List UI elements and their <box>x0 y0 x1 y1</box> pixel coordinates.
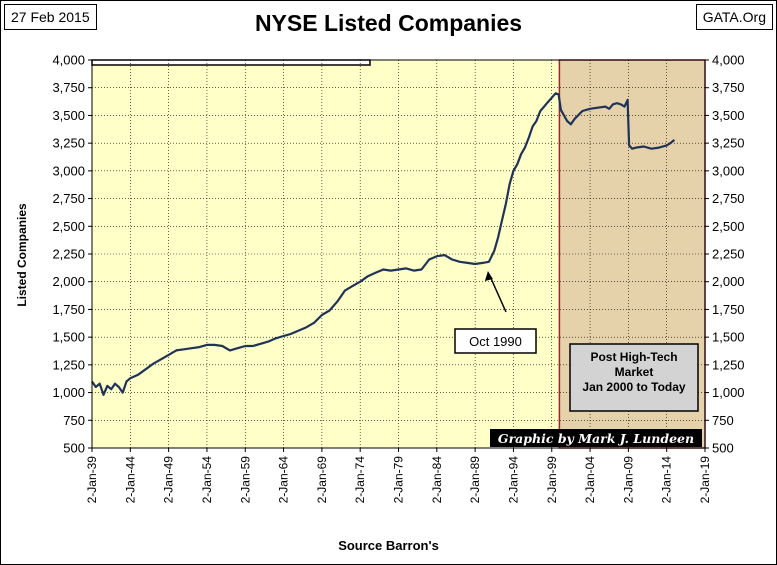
y-tick-label-left: 3,750 <box>52 80 85 95</box>
x-tick-label: 2-Jan-89 <box>468 456 482 504</box>
y-axis-label: Listed Companies <box>15 203 29 307</box>
annotation-arrow <box>484 271 507 313</box>
y-tick-label-right: 3,250 <box>712 136 745 151</box>
x-tick-label: 2-Jan-69 <box>315 456 329 504</box>
y-tick-label-right: 1,750 <box>712 302 745 317</box>
y-tick-label-left: 3,000 <box>52 163 85 178</box>
y-tick-label-left: 1,000 <box>52 385 85 400</box>
credit-bg <box>490 429 702 447</box>
y-tick-labels-right: 4,000 3,750 3,500 3,250 3,000 2,750 2,500 2,250… <box>705 53 745 456</box>
x-axis-label: Source Barron's <box>338 538 439 553</box>
chart-title: NYSE Listed Companies <box>254 10 523 36</box>
post-high-tech-box <box>569 343 699 412</box>
y-tick-label-left: 2,250 <box>52 247 85 262</box>
y-tick-label-right: 1,250 <box>712 357 745 372</box>
y-tick-label-left: 750 <box>63 413 85 428</box>
credit-text: Graphic by Mark J. Lundeen <box>498 431 694 446</box>
x-tick-label: 2-Jan-19 <box>698 456 712 504</box>
y-tick-label-right: 3,000 <box>712 163 745 178</box>
credit-banner: Graphic by Mark J. Lundeen <box>490 429 702 447</box>
y-tick-label-right: 2,750 <box>712 191 745 206</box>
y-tick-label-left: 3,500 <box>52 108 85 123</box>
x-tick-label: 2-Jan-94 <box>506 456 520 504</box>
post-high-tech-line-1: Market <box>615 365 654 379</box>
y-tick-label-left: 2,000 <box>52 274 85 289</box>
y-tick-label-right: 2,500 <box>712 219 745 234</box>
y-tick-label-left: 1,250 <box>52 357 85 372</box>
y-tick-label-left: 500 <box>63 441 85 456</box>
oct-1990-label: Oct 1990 <box>469 334 522 349</box>
arrow-shaft <box>489 275 507 313</box>
source-label: GATA.Org <box>695 4 773 30</box>
x-tick-label: 2-Jan-39 <box>85 456 99 504</box>
y-tick-label-right: 3,750 <box>712 80 745 95</box>
arrow-head <box>484 271 493 281</box>
post-high-tech-line-0: Post High-Tech <box>590 350 677 364</box>
y-tick-label-right: 750 <box>712 413 734 428</box>
x-tick-label: 2-Jan-04 <box>583 456 597 504</box>
top-bar-marker <box>91 59 371 66</box>
x-tick-label: 2-Jan-99 <box>545 456 559 504</box>
y-tick-label-right: 4,000 <box>712 53 745 68</box>
x-tick-label: 2-Jan-74 <box>353 456 367 504</box>
y-tick-label-right: 3,500 <box>712 108 745 123</box>
x-tick-label: 2-Jan-79 <box>392 456 406 504</box>
oct-1990-box <box>454 328 537 354</box>
x-tick-label: 2-Jan-84 <box>430 456 444 504</box>
y-tick-label-left: 3,250 <box>52 136 85 151</box>
y-tick-labels-left: 4,000 3,750 3,500 3,250 3,000 2,750 2,500 2,250… <box>52 53 92 456</box>
y-tick-label-left: 1,750 <box>52 302 85 317</box>
series-line-listed-companies <box>91 92 676 396</box>
x-tick-label: 2-Jan-54 <box>200 456 214 504</box>
y-tick-label-left: 4,000 <box>52 53 85 68</box>
y-tick-label-left: 2,500 <box>52 219 85 234</box>
x-tick-label: 2-Jan-49 <box>162 456 176 504</box>
y-tick-label-right: 500 <box>712 441 734 456</box>
y-tick-label-right: 2,000 <box>712 274 745 289</box>
x-tick-label: 2-Jan-09 <box>621 456 635 504</box>
y-tick-label-right: 2,250 <box>712 247 745 262</box>
annotation-oct-1990: Oct 1990 <box>454 328 537 354</box>
x-tick-label: 2-Jan-14 <box>660 456 674 504</box>
y-tick-label-right: 1,000 <box>712 385 745 400</box>
post-high-tech-line-2: Jan 2000 to Today <box>582 380 685 394</box>
x-tick-label: 2-Jan-44 <box>123 456 137 504</box>
x-tick-label: 2-Jan-59 <box>238 456 252 504</box>
y-tick-label-right: 1,500 <box>712 330 745 345</box>
date-label: 27 Feb 2015 <box>4 4 97 30</box>
y-tick-label-left: 2,750 <box>52 191 85 206</box>
x-tick-labels: 2-Jan-39 2-Jan-44 2-Jan-49 2-Jan-54 2-Jan-59… <box>85 448 712 503</box>
x-tick-label: 2-Jan-64 <box>277 456 291 504</box>
y-tick-label-left: 1,500 <box>52 330 85 345</box>
